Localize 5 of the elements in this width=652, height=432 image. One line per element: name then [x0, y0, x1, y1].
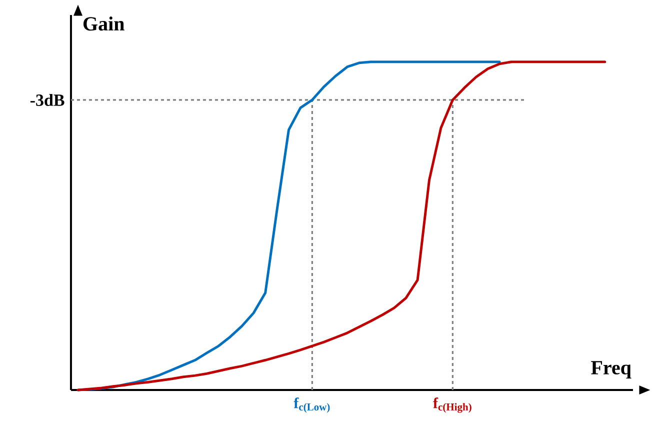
x-tick-label: f$_{c(High)}$: [433, 398, 472, 413]
ref-line-label: -3dB: [30, 94, 64, 106]
x-axis-title: Freq: [591, 361, 632, 378]
x-tick-label: f$_{c(Low)}$: [294, 398, 330, 413]
y-axis-title: Gain: [83, 16, 124, 31]
